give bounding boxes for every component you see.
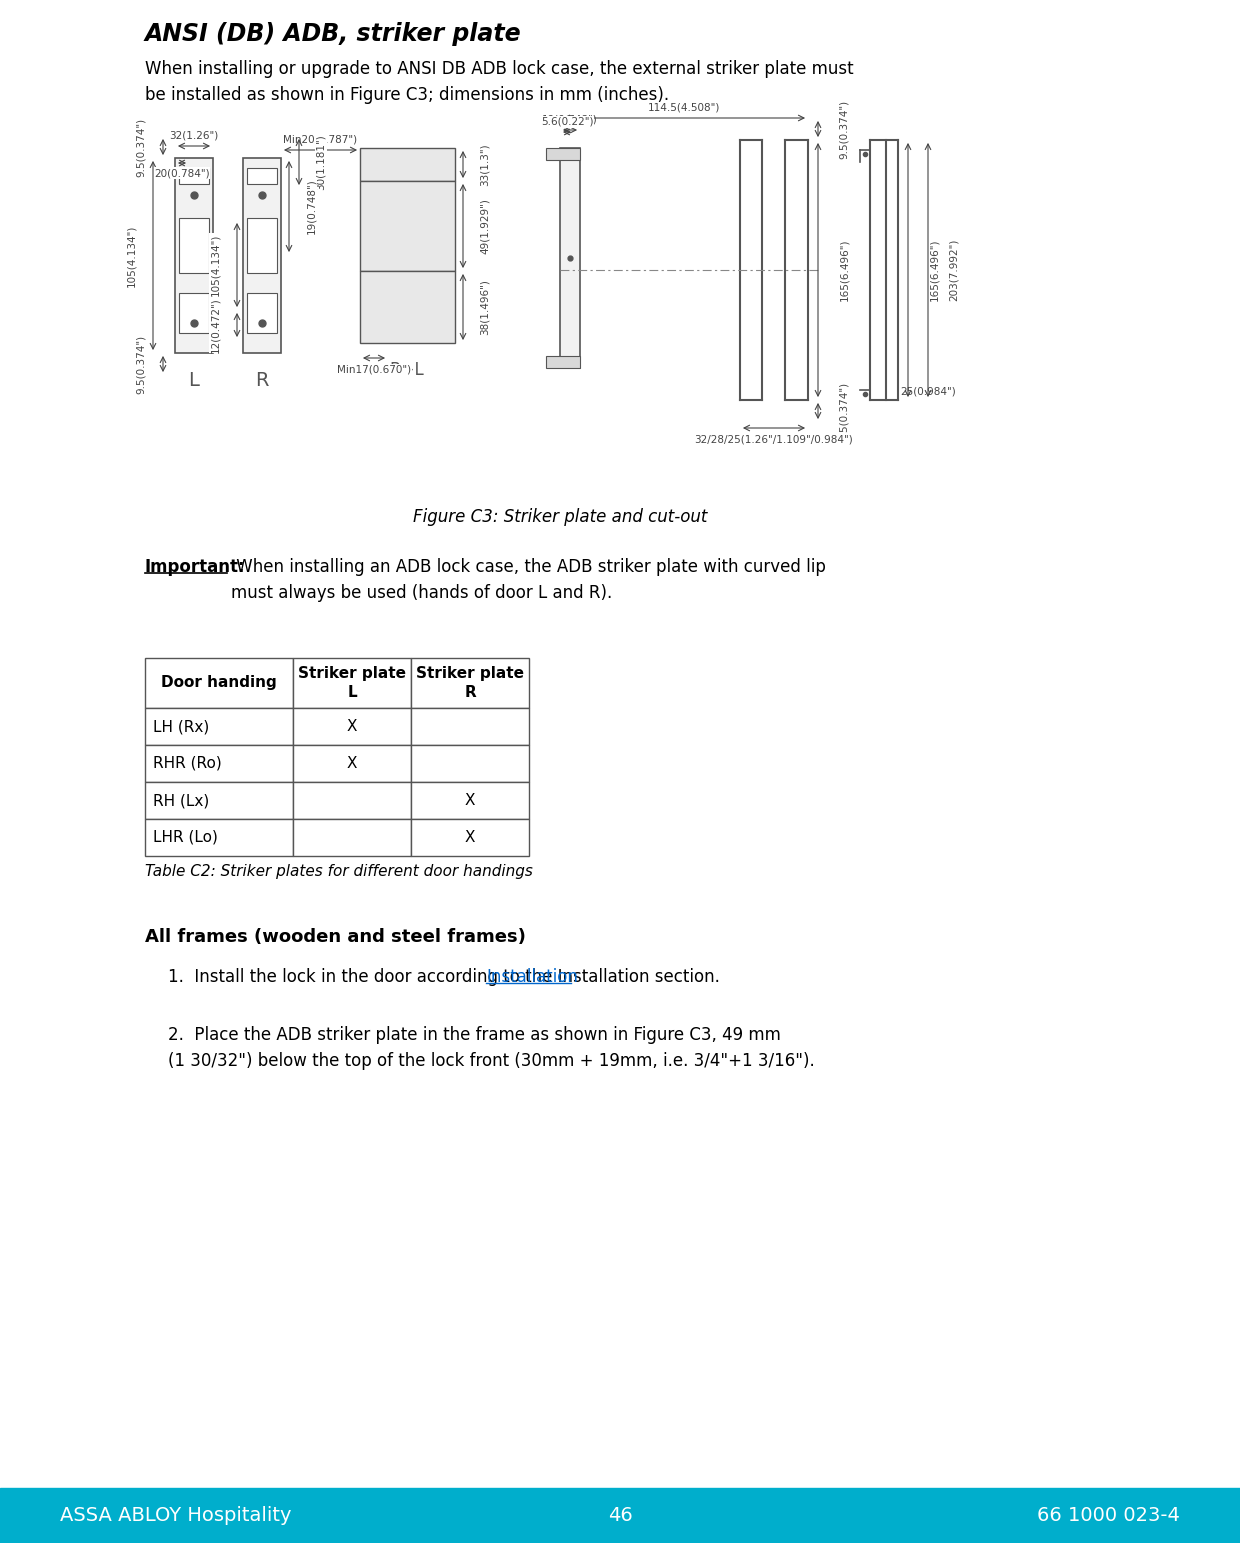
Text: LH (Rx): LH (Rx) — [153, 719, 210, 734]
Text: 203(7.992"): 203(7.992") — [949, 239, 959, 301]
Bar — [179, 218, 210, 273]
Text: RH (Lx): RH (Lx) — [153, 793, 210, 809]
Text: LHR (Lo): LHR (Lo) — [153, 830, 218, 846]
Text: ASSA ABLOY Hospitality: ASSA ABLOY Hospitality — [60, 1506, 291, 1524]
Text: Striker plate
L: Striker plate L — [298, 665, 405, 701]
Bar — [247, 218, 277, 273]
Text: 165(6.496"): 165(6.496") — [929, 239, 939, 301]
Text: When installing an ADB lock case, the ADB striker plate with curved lip
must alw: When installing an ADB lock case, the AD… — [231, 559, 826, 602]
Bar — [293, 819, 410, 856]
Bar — [145, 745, 293, 782]
Bar — [410, 745, 529, 782]
Text: 19(0.748"): 19(0.748") — [542, 116, 598, 125]
Text: R: R — [255, 370, 269, 390]
Bar — [145, 819, 293, 856]
Text: 165(6.496"): 165(6.496") — [839, 239, 849, 301]
Bar — [560, 148, 580, 367]
Bar — [243, 157, 281, 353]
Bar — [410, 708, 529, 745]
Bar — [410, 782, 529, 819]
Text: Important:: Important: — [145, 559, 246, 576]
Text: 33(1.3"): 33(1.3") — [480, 143, 490, 185]
Bar — [145, 782, 293, 819]
Bar — [293, 657, 410, 708]
Text: Door handing: Door handing — [161, 676, 277, 691]
Text: L: L — [188, 370, 200, 390]
Text: 5.6(0.22"): 5.6(0.22") — [541, 117, 593, 127]
Bar — [293, 782, 410, 819]
Text: 114.5(4.508"): 114.5(4.508") — [647, 103, 720, 113]
Text: X: X — [465, 793, 475, 809]
Text: 32/28/25(1.26"/1.109"/0.984"): 32/28/25(1.26"/1.109"/0.984") — [694, 435, 853, 444]
Text: 32(1.26"): 32(1.26") — [170, 131, 218, 140]
Text: When installing or upgrade to ANSI DB ADB lock case, the external striker plate : When installing or upgrade to ANSI DB AD… — [145, 60, 853, 105]
Text: All frames (wooden and steel frames): All frames (wooden and steel frames) — [145, 927, 526, 946]
Text: Min20(0.787"): Min20(0.787") — [284, 134, 357, 145]
Text: 38(1.496"): 38(1.496") — [480, 279, 490, 335]
Text: 66 1000 023-4: 66 1000 023-4 — [1037, 1506, 1180, 1524]
Text: 46: 46 — [608, 1506, 632, 1524]
Text: RHR (Ro): RHR (Ro) — [153, 756, 222, 772]
Text: R+L: R+L — [389, 361, 424, 380]
Bar — [360, 181, 455, 272]
Text: X: X — [347, 719, 357, 734]
Bar — [0, 1487, 1240, 1543]
Text: 12(0.472"): 12(0.472") — [210, 298, 219, 353]
Text: ANSI (DB) ADB, striker plate: ANSI (DB) ADB, striker plate — [145, 22, 522, 46]
Bar — [175, 157, 213, 353]
Bar — [247, 293, 277, 333]
Bar — [410, 657, 529, 708]
Bar — [410, 819, 529, 856]
Bar — [145, 708, 293, 745]
Text: 9.5(0.374"): 9.5(0.374") — [839, 381, 849, 441]
Text: 2.  Place the ADB striker plate in the frame as shown in Figure C3, 49 mm
(1 30/: 2. Place the ADB striker plate in the fr… — [167, 1026, 815, 1071]
Text: X: X — [347, 756, 357, 772]
Bar — [145, 657, 293, 708]
Bar — [293, 745, 410, 782]
Text: Table C2: Striker plates for different door handings: Table C2: Striker plates for different d… — [145, 864, 533, 880]
Text: X: X — [465, 830, 475, 846]
Bar — [179, 293, 210, 333]
Text: 9.5(0.374"): 9.5(0.374") — [839, 99, 849, 159]
Bar — [546, 356, 580, 367]
Bar — [247, 168, 277, 184]
Text: Installation: Installation — [486, 967, 578, 986]
Text: 105(4.134"): 105(4.134") — [210, 235, 219, 296]
Text: 19(0.748"): 19(0.748") — [306, 179, 316, 235]
Bar — [179, 168, 210, 184]
Text: 1.  Install the lock in the door according to the Installation section.: 1. Install the lock in the door accordin… — [167, 967, 720, 986]
Text: 20(0.784"): 20(0.784") — [154, 168, 210, 177]
Text: 9.5(0.374"): 9.5(0.374") — [136, 335, 146, 393]
Bar — [546, 148, 580, 160]
Bar — [360, 272, 455, 343]
Text: Striker plate
R: Striker plate R — [415, 665, 525, 701]
Bar — [293, 708, 410, 745]
Text: 9.5(0.374"): 9.5(0.374") — [136, 117, 146, 176]
Text: Figure C3: Striker plate and cut-out: Figure C3: Striker plate and cut-out — [413, 508, 707, 526]
Bar — [360, 148, 455, 181]
Text: 30(1.181"): 30(1.181") — [316, 134, 326, 190]
Text: 49(1.929"): 49(1.929") — [480, 198, 490, 255]
Text: 105(4.134"): 105(4.134") — [126, 224, 136, 287]
Text: Min17(0.670"): Min17(0.670") — [337, 366, 412, 375]
Text: 25(0.984"): 25(0.984") — [900, 387, 956, 397]
